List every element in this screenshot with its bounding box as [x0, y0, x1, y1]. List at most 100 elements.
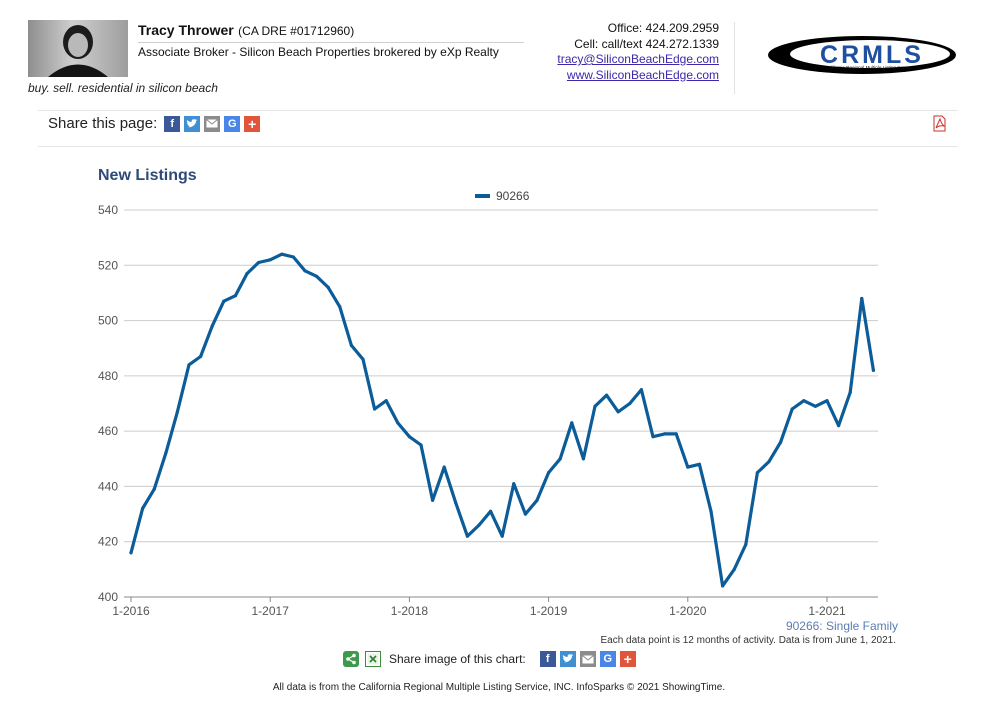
data-point — [755, 471, 760, 475]
data-point — [767, 459, 771, 464]
data-point — [222, 299, 226, 303]
facebook-icon[interactable]: f — [539, 651, 556, 667]
agent-name: Tracy Thrower — [138, 22, 234, 38]
email-icon[interactable] — [204, 115, 221, 132]
divider-bottom — [38, 146, 958, 147]
data-point — [245, 271, 249, 276]
data-point — [512, 482, 516, 486]
data-point — [315, 274, 319, 278]
data-point — [616, 410, 620, 414]
data-point — [779, 440, 783, 444]
data-point — [373, 407, 377, 411]
data-point — [790, 407, 794, 411]
tagline: buy. sell. residential in silicon beach — [28, 81, 218, 95]
data-point — [593, 404, 597, 408]
data-point — [709, 509, 713, 513]
data-point — [199, 354, 203, 359]
series-lines — [129, 252, 876, 588]
data-point — [732, 567, 736, 571]
data-note: Each data point is 12 months of activity… — [600, 635, 896, 646]
data-point — [663, 432, 667, 436]
data-point — [384, 399, 388, 403]
agent-info: Tracy Thrower (CA DRE #01712960) Associa… — [138, 22, 524, 59]
y-tick-label: 520 — [98, 258, 118, 272]
data-point — [686, 465, 690, 469]
data-point — [535, 498, 539, 502]
data-point — [442, 465, 446, 469]
y-axis-labels: 400 420 440 460 480 500 520 540 — [98, 203, 118, 604]
email-icon[interactable] — [579, 651, 596, 667]
data-point — [871, 368, 876, 372]
x-tick-label: 1-2017 — [252, 604, 290, 618]
data-point — [802, 399, 806, 403]
data-point — [268, 258, 272, 262]
data-point — [187, 363, 191, 367]
data-point — [721, 584, 725, 588]
x-tick-label: 1-2016 — [112, 604, 150, 618]
share-image-bar: Share image of this chart: f G + — [343, 651, 636, 667]
data-point — [407, 435, 411, 439]
legend-label: 90266 — [496, 189, 530, 203]
data-point — [570, 421, 574, 425]
footer-credit: All data is from the California Regional… — [272, 682, 726, 693]
cell-phone: Cell: call/text 424.272.1339 — [574, 36, 719, 51]
data-point — [338, 305, 342, 309]
website-link[interactable]: www.SiliconBeachEdge.com — [566, 67, 719, 82]
data-point — [628, 401, 632, 406]
y-tick-label: 500 — [98, 314, 118, 328]
data-point — [500, 534, 504, 538]
data-point — [605, 393, 609, 397]
data-point — [141, 506, 145, 511]
data-point — [349, 343, 353, 348]
data-point — [257, 260, 261, 265]
y-tick-label: 440 — [98, 479, 118, 493]
share-image-label: Share image of this chart: — [389, 652, 526, 666]
data-point — [210, 324, 214, 328]
chart-legend: 90266 — [475, 189, 530, 203]
chart-title: New Listings — [98, 167, 197, 184]
data-point — [431, 498, 435, 502]
email-link[interactable]: tracy@SiliconBeachEdge.com — [557, 52, 719, 66]
x-tick-label: 1-2021 — [808, 604, 846, 618]
grid-lines — [124, 209, 878, 598]
data-point — [697, 462, 702, 466]
data-point — [291, 255, 295, 259]
data-point — [164, 451, 168, 455]
twitter-icon[interactable] — [184, 115, 201, 132]
google-icon[interactable]: G — [224, 115, 241, 132]
data-point — [547, 471, 551, 475]
data-point — [465, 534, 469, 538]
data-point — [581, 457, 586, 461]
data-point — [175, 410, 179, 414]
pdf-icon[interactable] — [931, 115, 948, 132]
y-tick-label: 460 — [98, 424, 118, 438]
data-point — [152, 487, 156, 491]
facebook-icon[interactable]: f — [164, 115, 181, 132]
y-tick-label: 540 — [98, 203, 118, 217]
data-point — [477, 523, 481, 527]
office-phone: Office: 424.209.2959 — [607, 21, 719, 35]
plus-icon[interactable]: + — [244, 115, 261, 132]
data-point — [837, 424, 841, 428]
google-icon[interactable]: G — [599, 651, 616, 667]
data-point — [848, 390, 852, 395]
data-point — [326, 285, 330, 289]
excel-icon[interactable] — [365, 651, 381, 667]
x-tick-label: 1-2018 — [391, 604, 429, 618]
data-point — [489, 509, 493, 513]
series-label: 90266: Single Family — [785, 619, 898, 633]
header-divider — [734, 22, 735, 94]
data-point — [825, 399, 829, 403]
twitter-icon[interactable] — [559, 651, 576, 667]
divider-top — [38, 110, 958, 111]
share-icon[interactable] — [343, 651, 359, 667]
share-page-label: Share this page: — [48, 115, 158, 132]
y-tick-label: 480 — [98, 369, 118, 383]
data-point — [674, 432, 678, 436]
x-axis: 1-2016 1-2017 1-2018 1-2019 1-2020 1-2021 — [112, 597, 846, 618]
x-tick-label: 1-2020 — [669, 604, 707, 618]
data-point — [280, 252, 284, 256]
plus-icon[interactable]: + — [619, 651, 636, 667]
y-tick-label: 400 — [98, 590, 118, 604]
